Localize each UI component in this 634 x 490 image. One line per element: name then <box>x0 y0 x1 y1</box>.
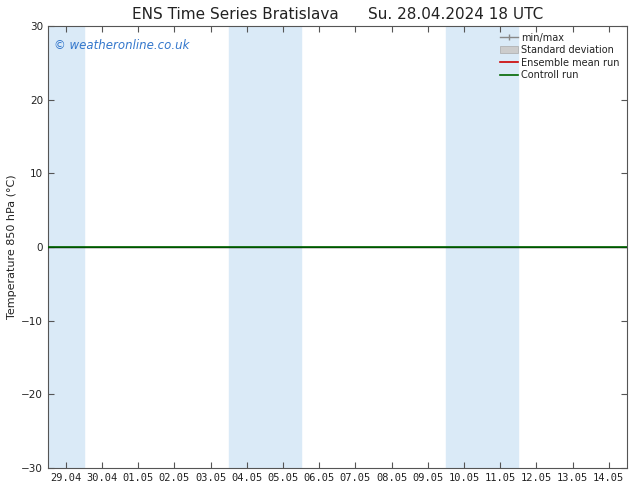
Text: © weatheronline.co.uk: © weatheronline.co.uk <box>54 39 189 52</box>
Y-axis label: Temperature 850 hPa (°C): Temperature 850 hPa (°C) <box>7 175 17 319</box>
Bar <box>48 26 84 468</box>
Title: ENS Time Series Bratislava      Su. 28.04.2024 18 UTC: ENS Time Series Bratislava Su. 28.04.202… <box>132 7 543 22</box>
Bar <box>446 26 518 468</box>
Bar <box>229 26 301 468</box>
Legend: min/max, Standard deviation, Ensemble mean run, Controll run: min/max, Standard deviation, Ensemble me… <box>498 31 622 82</box>
